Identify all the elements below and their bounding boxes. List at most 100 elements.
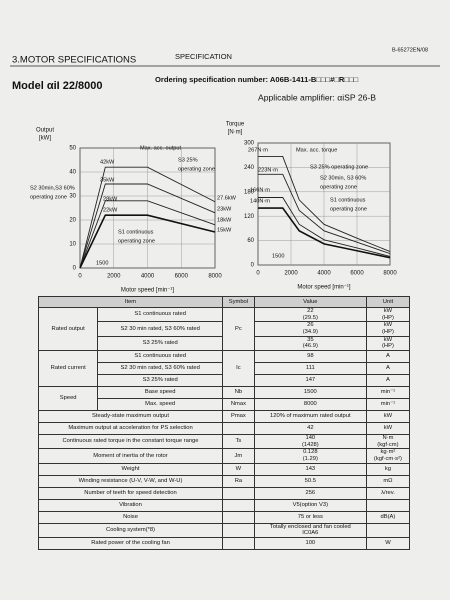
annotation: Max. acc. output (140, 145, 181, 151)
unit-line: W (385, 540, 391, 547)
curve (79, 214, 216, 269)
x-tick-label: 0 (78, 274, 82, 280)
x-tick-label: 2000 (107, 274, 121, 280)
item: Continuous rated torque in the constant … (37, 433, 224, 450)
unit-line: kW (383, 308, 393, 314)
unit: kg·m² (kgf·cm·s²) (365, 448, 411, 464)
unit: W (365, 536, 411, 550)
item: Max. speed (97, 397, 224, 411)
value-line: 75 or less (297, 513, 323, 520)
value: 22 (29.5) (253, 306, 367, 323)
unit-line: A (386, 353, 390, 360)
unit: kW (HP) (365, 335, 411, 351)
unit-line: A (386, 365, 390, 372)
y-axis-label: Torque (226, 122, 245, 128)
section: 3.MOTOR SPECIFICATIONS (12, 55, 136, 66)
value: 35 (46.9) (253, 335, 367, 351)
unit: kg (365, 462, 411, 476)
row: Speed Base speed Nb 1500 min⁻¹ (37, 385, 411, 411)
y-tick-label: 30 (69, 194, 76, 200)
value: 256 (253, 486, 367, 500)
curve (79, 166, 216, 269)
value-line: (34.9) (302, 328, 318, 335)
value-line: 143 (305, 465, 316, 472)
item: Weight (37, 462, 224, 476)
symbol: W (222, 462, 255, 476)
curve (79, 200, 216, 269)
row: Max. speed Nmax 8000 min⁻¹ (39, 397, 411, 411)
item: Maximum output at acceleration for PS se… (37, 421, 224, 435)
value-line: 256 (305, 489, 316, 496)
row: Number of teeth for speed detection 256 λ/… (37, 486, 411, 500)
row: Continuous rated torque in the constant … (37, 433, 411, 450)
annotation: 1500 (96, 260, 108, 266)
value: 0.128 (1.29) (253, 448, 367, 464)
row: Steady-state maximum output Pmax 120% of m… (37, 409, 411, 423)
symbol (222, 498, 255, 512)
value: 111 (253, 361, 367, 375)
x-tick-label: 4000 (141, 274, 155, 280)
item: Steady-state maximum output (37, 409, 224, 423)
symbol: Jm (222, 448, 255, 464)
annotation: 15kW (217, 227, 232, 233)
y-tick-label: 120 (244, 214, 255, 220)
item: Moment of inertia of the rotor (37, 448, 224, 464)
unit: A (365, 361, 411, 375)
value: 26 (34.9) (253, 321, 367, 337)
spec-table: Item Symbol Value Unit Rated output S1 conti… (37, 296, 411, 550)
value-line: 147 (305, 377, 316, 384)
unit: λ/rev. (365, 486, 411, 500)
unit: kW (365, 409, 411, 423)
row: Moment of inertia of the rotor Jm 0.128 (1.… (37, 448, 411, 464)
value: 100 (253, 536, 367, 550)
value-line: 22 (307, 308, 314, 314)
th: Symbol (222, 296, 255, 308)
unit (365, 498, 411, 512)
item: Rated power of the cooling fan (37, 536, 224, 550)
annotation: 166N·m (250, 187, 270, 193)
ordering: Ordering specification number: A06B-1411… (155, 75, 359, 84)
symbol (222, 536, 255, 550)
amplifier: Applicable amplifier: αiSP 26-B (258, 92, 376, 102)
x-axis-label: Motor speed [min⁻¹] (121, 288, 175, 294)
unit: min⁻¹ (365, 397, 411, 411)
symbol (222, 486, 255, 500)
unit-line: kW (383, 336, 393, 343)
x-tick-label: 6000 (175, 274, 189, 280)
unit: kW (HP) (365, 321, 411, 337)
value-line: V5(option V3) (292, 501, 329, 508)
unit: mΩ (365, 474, 411, 488)
unit: N·m (kgf·cm) (365, 433, 411, 450)
symbol: Ra (222, 474, 255, 488)
unit-line: mΩ (383, 477, 393, 484)
value-line: 50.5 (304, 477, 316, 484)
y-axis-label: [N·m] (228, 130, 243, 136)
symbol: Ts (222, 433, 255, 450)
symbol: Pmax (222, 409, 255, 423)
symbol: Nb (222, 385, 255, 399)
y-axis-label: [kW] (39, 136, 51, 142)
row: Vibration V5(option V3) (37, 498, 411, 512)
doc-number: B-65272EN/08 (392, 47, 428, 53)
unit-line: (HP) (381, 314, 394, 321)
x-tick-label: 6000 (350, 271, 364, 277)
unit-line: (HP) (381, 328, 394, 335)
x-tick-label: 0 (256, 271, 260, 277)
th: Item (37, 296, 224, 308)
group: Rated output (37, 307, 99, 351)
unit: A (365, 373, 411, 387)
row: Weight W 143 kg (37, 462, 411, 476)
value: 147 (253, 373, 367, 387)
item: Cooling system(*8) (37, 522, 224, 538)
row: Winding resistance (U-V, V-W, and W-U) Ra… (37, 474, 411, 488)
value-line: 98 (307, 353, 314, 360)
value-line: (46.9) (302, 343, 318, 350)
unit: kW (365, 421, 411, 435)
unit-line: λ/rev. (381, 489, 395, 496)
value-line: (1.29) (302, 455, 318, 462)
item: S2 30 min rated, S3 60% rated (97, 321, 224, 337)
unit-line: A (386, 377, 390, 384)
y-tick-label: 40 (69, 170, 76, 176)
value-line: 0.128 (303, 449, 318, 456)
value: 143 (253, 462, 367, 476)
